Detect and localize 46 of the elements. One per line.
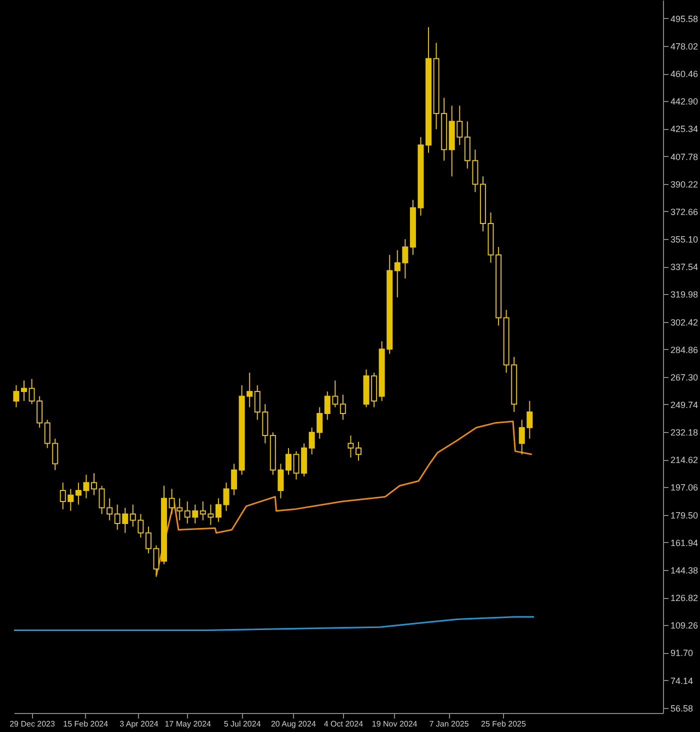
y-tick-label: 319.98 [670,290,698,300]
candlestick [285,448,292,476]
candlestick [13,384,20,408]
y-tick-label: 355.10 [670,234,698,245]
x-tick-label: 3 Apr 2024 [120,720,159,728]
x-tick-label: 4 Oct 2024 [324,720,364,728]
x-tick-label: 20 Aug 2024 [270,720,316,728]
y-tick-label: 179.50 [670,510,698,520]
y-tick-label: 442.90 [670,96,698,107]
x-tick-label: 29 Dec 2023 [10,720,56,728]
y-tick-label: 197.06 [670,482,698,493]
y-tick-label: 161.94 [670,538,698,548]
y-tick-label: 478.02 [670,41,698,52]
y-tick-label: 425.34 [670,124,698,134]
y-tick-label: 74.14 [670,676,694,686]
candlestick [348,434,354,458]
y-tick-label: 460.46 [670,69,698,80]
y-tick-label: 214.62 [670,455,698,466]
line-series [13,616,535,631]
y-tick-label: 144.38 [670,565,698,576]
y-tick-label: 109.26 [670,620,698,631]
y-tick-label: 284.86 [670,344,698,355]
y-tick-label: 337.54 [670,262,698,272]
x-tick-label: 5 Jul 2024 [224,720,262,728]
y-tick-label: 390.22 [670,179,698,190]
y-tick-label: 407.78 [670,152,698,162]
y-tick-label: 232.18 [670,428,698,438]
x-tick-label: 19 Nov 2024 [372,720,418,728]
candlestick [91,472,98,496]
x-tick-label: 25 Feb 2025 [481,720,526,728]
candlestick [21,380,27,402]
y-tick-label: 91.70 [670,648,694,658]
y-tick-label: 56.58 [670,703,694,714]
y-tick-label: 249.74 [670,400,698,410]
y-tick-label: 302.42 [670,317,698,328]
candlestick [356,441,362,462]
x-tick-label: 7 Jan 2025 [429,720,470,728]
candlestick [215,498,222,522]
y-tick-label: 372.66 [670,206,698,217]
x-tick-label: 17 May 2024 [164,720,212,728]
y-tick-label: 495.58 [670,14,698,24]
y-tick-label: 267.30 [670,372,698,382]
candlestick [340,394,346,420]
line-series [155,420,533,576]
y-tick-label: 126.82 [670,593,698,604]
x-tick-label: 15 Feb 2024 [63,720,109,728]
